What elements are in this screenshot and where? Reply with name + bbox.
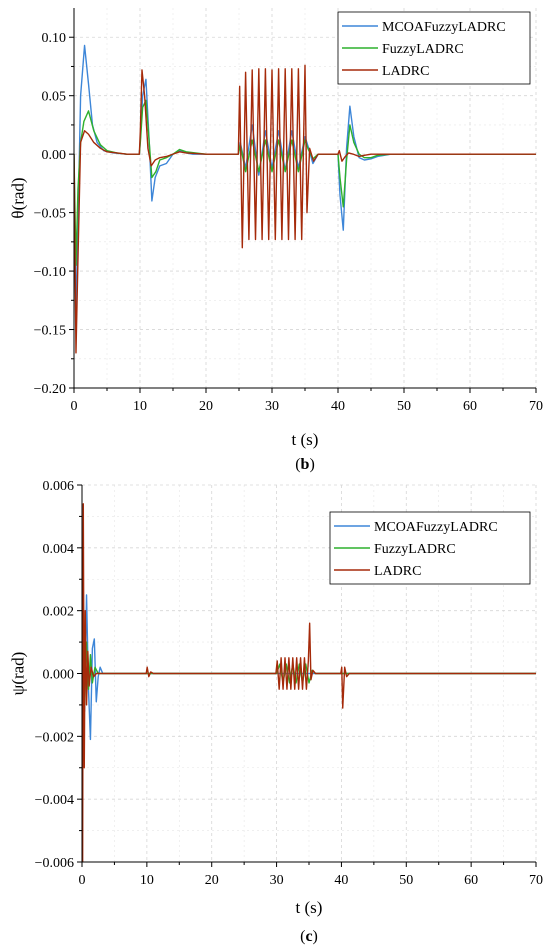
y-tick-label: −0.15 [34,324,66,339]
x-tick-label: 10 [140,873,154,888]
x-tick-label: 40 [334,873,348,888]
panel-label-close: ) [309,456,314,473]
x-tick-label: 60 [464,873,478,888]
legend-label: LADRC [374,564,421,579]
y-tick-label: 0.002 [43,605,75,620]
panel-label-letter: b [301,456,310,473]
panel-label-close: ) [313,928,318,945]
legend-label: FuzzyLADRC [374,542,456,557]
x-tick-label: 10 [133,399,147,414]
panel-label-open: ( [295,456,300,473]
x-tick-label: 20 [205,873,219,888]
panel-label-letter: c [305,928,312,945]
y-tick-label: 0.000 [43,668,75,683]
legend-label: FuzzyLADRC [382,42,464,57]
x-tick-label: 70 [529,399,543,414]
x-tick-label: 0 [79,873,86,888]
panel-label: (b) [295,456,315,473]
series-group [74,44,536,354]
x-tick-label: 0 [71,399,78,414]
x-tick-label: 30 [265,399,279,414]
y-tick-label: −0.002 [35,730,74,745]
x-tick-label: 50 [397,399,411,414]
x-tick-label: 40 [331,399,345,414]
x-tick-label: 20 [199,399,213,414]
series-line-ladrc [74,64,536,354]
y-tick-label: 0.006 [43,479,75,494]
panel-label-open: ( [300,928,305,945]
x-axis-title: t (s) [292,430,319,449]
y-tick-label: 0.05 [42,90,67,105]
panel-label: (c) [300,928,318,945]
y-tick-label: 0.004 [43,542,75,557]
chart-panel-c: 0 10 20 30 40 50 60 70 0.006 0.004 0.002 0.000 −0.00… [9,479,544,945]
legend: MCOAFuzzyLADRC FuzzyLADRC LADRC [337,11,531,85]
x-tick-label: 70 [529,873,543,888]
x-tick-label: 30 [270,873,284,888]
legend-label: MCOAFuzzyLADRC [374,520,498,535]
y-axis-title: θ(rad) [9,177,28,218]
series-group [82,503,536,862]
y-tick-label: 0.10 [42,31,67,46]
series-line-ladrc [82,503,536,862]
y-tick-label: −0.20 [34,382,66,397]
legend-label: MCOAFuzzyLADRC [382,20,506,35]
x-tick-label: 50 [399,873,413,888]
y-tick-label: −0.004 [35,793,74,808]
y-axis-title: ψ(rad) [9,652,28,696]
legend-label: LADRC [382,64,429,79]
y-tick-label: −0.006 [35,856,74,871]
y-tick-label: −0.10 [34,265,66,280]
y-tick-label: −0.05 [34,207,66,222]
chart-panel-b: 0 10 20 30 40 50 60 70 0.10 0.05 0.00 −0.05 −0.10 −0.… [9,8,543,473]
y-tick-label: 0.00 [42,148,67,163]
x-axis-title: t (s) [296,898,323,917]
x-tick-label: 60 [463,399,477,414]
legend: MCOAFuzzyLADRC FuzzyLADRC LADRC [329,511,531,585]
